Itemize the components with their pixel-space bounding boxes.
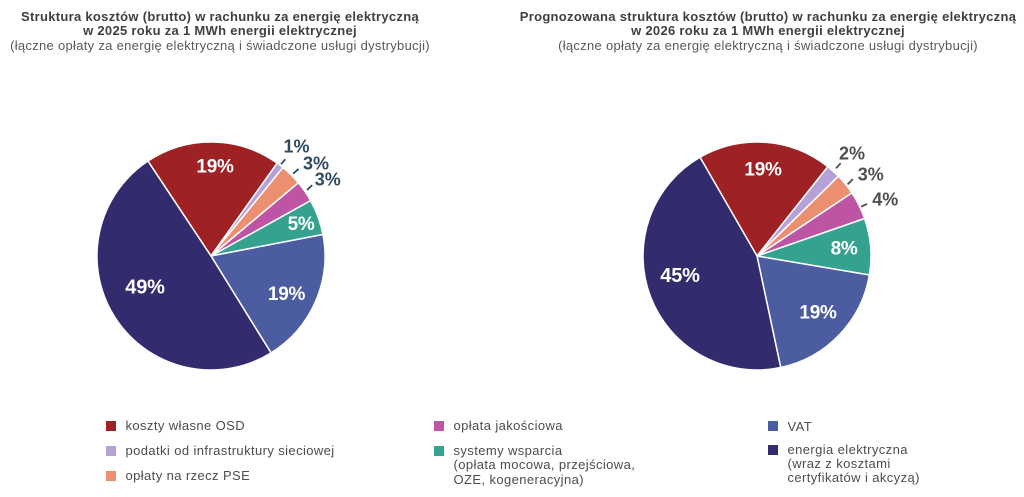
svg-text:45%: 45% — [660, 265, 700, 287]
svg-text:5%: 5% — [288, 214, 315, 235]
svg-text:1%: 1% — [283, 137, 309, 157]
svg-text:19%: 19% — [196, 157, 234, 178]
svg-text:19%: 19% — [744, 160, 782, 181]
svg-text:3%: 3% — [858, 164, 884, 184]
svg-text:3%: 3% — [303, 153, 329, 173]
svg-text:3%: 3% — [315, 170, 341, 190]
svg-text:19%: 19% — [268, 284, 306, 305]
svg-text:2%: 2% — [839, 144, 865, 164]
svg-text:8%: 8% — [831, 239, 858, 260]
svg-text:4%: 4% — [872, 189, 898, 209]
svg-text:19%: 19% — [799, 303, 837, 324]
svg-text:49%: 49% — [125, 277, 165, 299]
